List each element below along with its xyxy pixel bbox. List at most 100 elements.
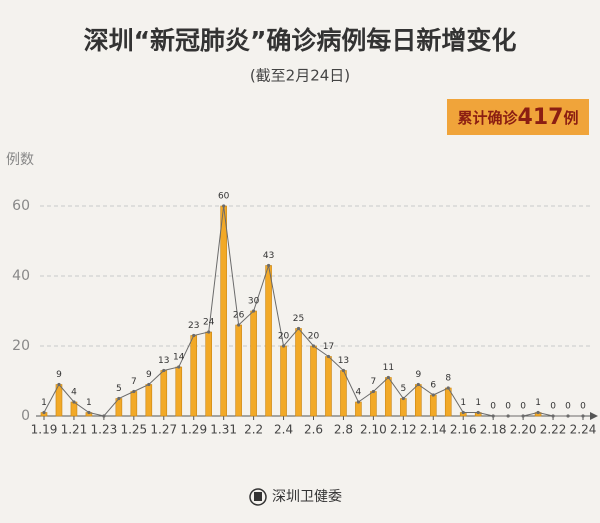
value-label: 8: [445, 374, 451, 384]
x-tick-label: 2.22: [540, 423, 567, 437]
chart-title: 深圳“新冠肺炎”确诊病例每日新增变化: [84, 26, 517, 55]
bar: [220, 205, 227, 417]
trend-point: [311, 344, 316, 348]
bar: [295, 328, 302, 417]
value-label: 26: [233, 311, 245, 321]
bar: [385, 377, 392, 417]
x-tick-label: 1.21: [61, 423, 88, 437]
source-logo: [249, 488, 267, 506]
trend-point: [521, 414, 525, 418]
badge-total: 417: [518, 105, 564, 130]
bar: [265, 265, 272, 417]
y-tick-label: 40: [12, 268, 30, 284]
bar: [340, 370, 347, 417]
value-label: 1: [86, 398, 92, 408]
value-label: 0: [490, 402, 496, 412]
value-label: 43: [263, 251, 274, 261]
x-tick-label: 2.8: [334, 423, 353, 437]
trend-point: [416, 382, 420, 387]
badge-box: [447, 99, 589, 135]
value-label: 7: [371, 377, 377, 387]
x-tick-label: 2.20: [510, 423, 537, 437]
source: 深圳卫健委: [272, 489, 342, 505]
x-tick-label: 2.24: [570, 423, 597, 437]
x-tick-label: 2.12: [390, 423, 417, 437]
trend-point: [461, 410, 465, 415]
trend-point: [326, 354, 331, 359]
trend-point: [401, 396, 405, 401]
bar: [280, 345, 287, 417]
value-label: 4: [356, 388, 362, 398]
x-tick-label: 1.19: [31, 423, 58, 437]
bar: [145, 384, 153, 417]
value-label: 17: [323, 342, 334, 352]
x-tick-label: 2.6: [304, 423, 323, 437]
x-tick-label: 2.4: [274, 423, 293, 437]
trend-point: [147, 382, 151, 387]
trend-point: [551, 414, 555, 418]
value-label: 23: [188, 321, 199, 331]
bar: [310, 345, 317, 417]
y-axis-label: 例数: [6, 152, 34, 168]
value-label: 9: [415, 370, 421, 380]
x-tick-label: 2.18: [480, 423, 507, 437]
bar: [175, 366, 183, 417]
badge-text: 累计确诊417例: [458, 105, 579, 130]
trend-point: [581, 414, 585, 418]
y-tick-label: 20: [12, 338, 30, 354]
trend-point: [386, 375, 390, 380]
bar: [130, 391, 138, 417]
trend-point: [371, 389, 375, 394]
x-tick-label: 1.31: [210, 423, 237, 437]
value-label: 9: [146, 370, 152, 380]
bar: [160, 370, 168, 417]
x-tick-label: 1.27: [150, 423, 177, 437]
bar: [325, 356, 332, 417]
value-label: 13: [338, 356, 349, 366]
chart-subtitle: (截至2月24日): [250, 67, 350, 85]
value-label: 24: [203, 318, 215, 328]
value-label: 25: [293, 314, 304, 324]
trend-point: [446, 386, 450, 390]
bar: [415, 384, 422, 417]
x-tick-label: 1.23: [91, 423, 118, 437]
value-label: 1: [535, 398, 541, 408]
trend-point: [177, 365, 181, 369]
trend-point: [491, 414, 495, 418]
value-label: 5: [116, 384, 122, 394]
bar: [429, 394, 437, 417]
bar: [250, 310, 257, 417]
trend-point: [207, 330, 211, 334]
trend-point: [566, 414, 570, 418]
trend-point: [356, 400, 361, 404]
badge-prefix: 累计确诊: [458, 109, 519, 127]
trend-point: [252, 309, 256, 313]
value-label: 0: [580, 402, 586, 412]
trend-point: [57, 382, 61, 387]
trend-point: [431, 393, 435, 397]
x-tick-label: 1.29: [180, 423, 207, 437]
value-label: 60: [218, 192, 230, 202]
bar: [370, 391, 377, 417]
trend-point: [506, 414, 510, 418]
bar: [400, 398, 407, 417]
trend-point: [162, 368, 166, 373]
trend-point: [102, 414, 106, 418]
value-label: 4: [71, 388, 77, 398]
trend-point: [237, 323, 241, 327]
value-label: 20: [278, 332, 290, 342]
trend-point: [476, 410, 480, 415]
trend-point: [42, 410, 46, 415]
x-tick-label: 2.14: [420, 423, 447, 437]
bar: [205, 331, 212, 417]
bar: [70, 401, 78, 417]
value-label: 20: [308, 332, 320, 342]
value-label: 30: [248, 297, 260, 307]
badge-suffix: 例: [563, 109, 578, 127]
value-label: 0: [505, 402, 511, 412]
value-label: 9: [56, 370, 62, 380]
trend-point: [117, 396, 121, 401]
trend-point: [87, 410, 91, 415]
trend-point: [296, 326, 301, 331]
